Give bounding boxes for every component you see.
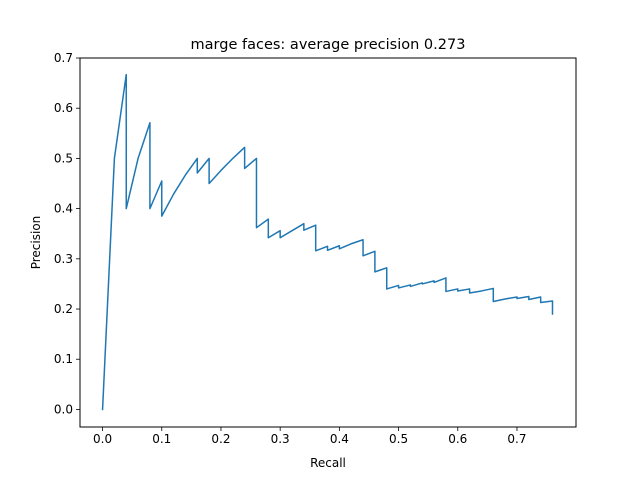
y-axis-label: Precision	[29, 216, 43, 270]
y-tick-label: 0.3	[54, 252, 73, 266]
series-layer	[101, 73, 554, 411]
y-tick-label: 0.0	[54, 402, 73, 416]
y-tick-label: 0.6	[54, 101, 73, 115]
precision-recall-line	[101, 73, 554, 411]
y-tick-label: 0.4	[54, 202, 73, 216]
x-tick-label: 0.6	[448, 432, 467, 446]
y-tick-label: 0.7	[54, 51, 73, 65]
x-tick-label: 0.4	[330, 432, 349, 446]
x-tick-label: 0.1	[152, 432, 171, 446]
y-tick-label: 0.1	[54, 352, 73, 366]
y-tick-label: 0.2	[54, 302, 73, 316]
x-tick-label: 0.7	[507, 432, 526, 446]
y-axis-ticks: 0.0 0.1 0.2 0.3 0.4 0.5 0.6 0.7	[54, 51, 80, 416]
x-tick-label: 0.5	[389, 432, 408, 446]
plot-area-background	[80, 58, 576, 427]
chart-title: marge faces: average precision 0.273	[191, 37, 466, 53]
plot-frame	[79, 57, 577, 428]
x-tick-label: 0.0	[93, 432, 112, 446]
x-axis-label: Recall	[310, 456, 346, 470]
x-axis-ticks: 0.0 0.1 0.2 0.3 0.4 0.5 0.6 0.7	[93, 427, 527, 446]
x-tick-label: 0.2	[211, 432, 230, 446]
y-tick-label: 0.5	[54, 151, 73, 165]
x-tick-label: 0.3	[271, 432, 290, 446]
